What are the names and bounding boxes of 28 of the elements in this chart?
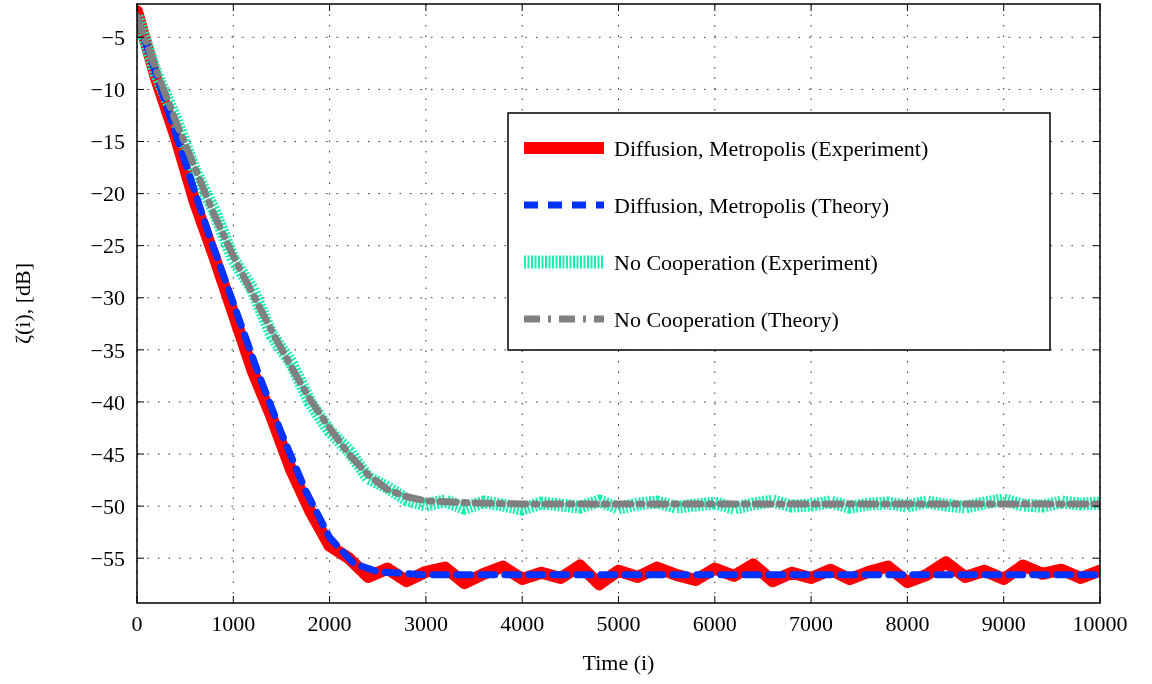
legend-label: Diffusion, Metropolis (Experiment) xyxy=(614,135,929,161)
x-tick-label: 7000 xyxy=(789,611,834,636)
y-tick-label: −25 xyxy=(90,233,125,259)
x-axis-title: Time (i) xyxy=(582,650,655,675)
y-tick-label: −35 xyxy=(90,337,125,363)
y-tick-label: −15 xyxy=(90,129,125,155)
x-tick-label: 1000 xyxy=(211,611,256,636)
x-tick-label: 0 xyxy=(131,611,143,636)
x-tick-label: 5000 xyxy=(596,611,641,636)
y-tick-label: −5 xyxy=(101,25,125,51)
y-tick-label: −20 xyxy=(90,181,125,207)
x-tick-label: 3000 xyxy=(403,611,448,636)
y-tick-label: −10 xyxy=(90,77,125,103)
legend-label: No Cooperation (Theory) xyxy=(614,306,839,332)
x-tick-label: 8000 xyxy=(885,611,930,636)
x-tick-label: 2000 xyxy=(307,611,352,636)
x-tick-label: 4000 xyxy=(500,611,545,636)
legend-label: Diffusion, Metropolis (Theory) xyxy=(614,192,890,218)
y-tick-label: −55 xyxy=(90,545,125,571)
y-axis-title: ζ(i), [dB] xyxy=(10,262,35,345)
legend-label: No Cooperation (Experiment) xyxy=(614,249,878,275)
y-tick-label: −50 xyxy=(90,493,125,519)
y-tick-label: −40 xyxy=(90,389,125,415)
x-tick-label: 10000 xyxy=(1072,611,1128,636)
x-tick-label: 9000 xyxy=(981,611,1026,636)
y-tick-label: −30 xyxy=(90,285,125,311)
x-tick-label: 6000 xyxy=(692,611,737,636)
y-tick-label: −45 xyxy=(90,441,125,467)
